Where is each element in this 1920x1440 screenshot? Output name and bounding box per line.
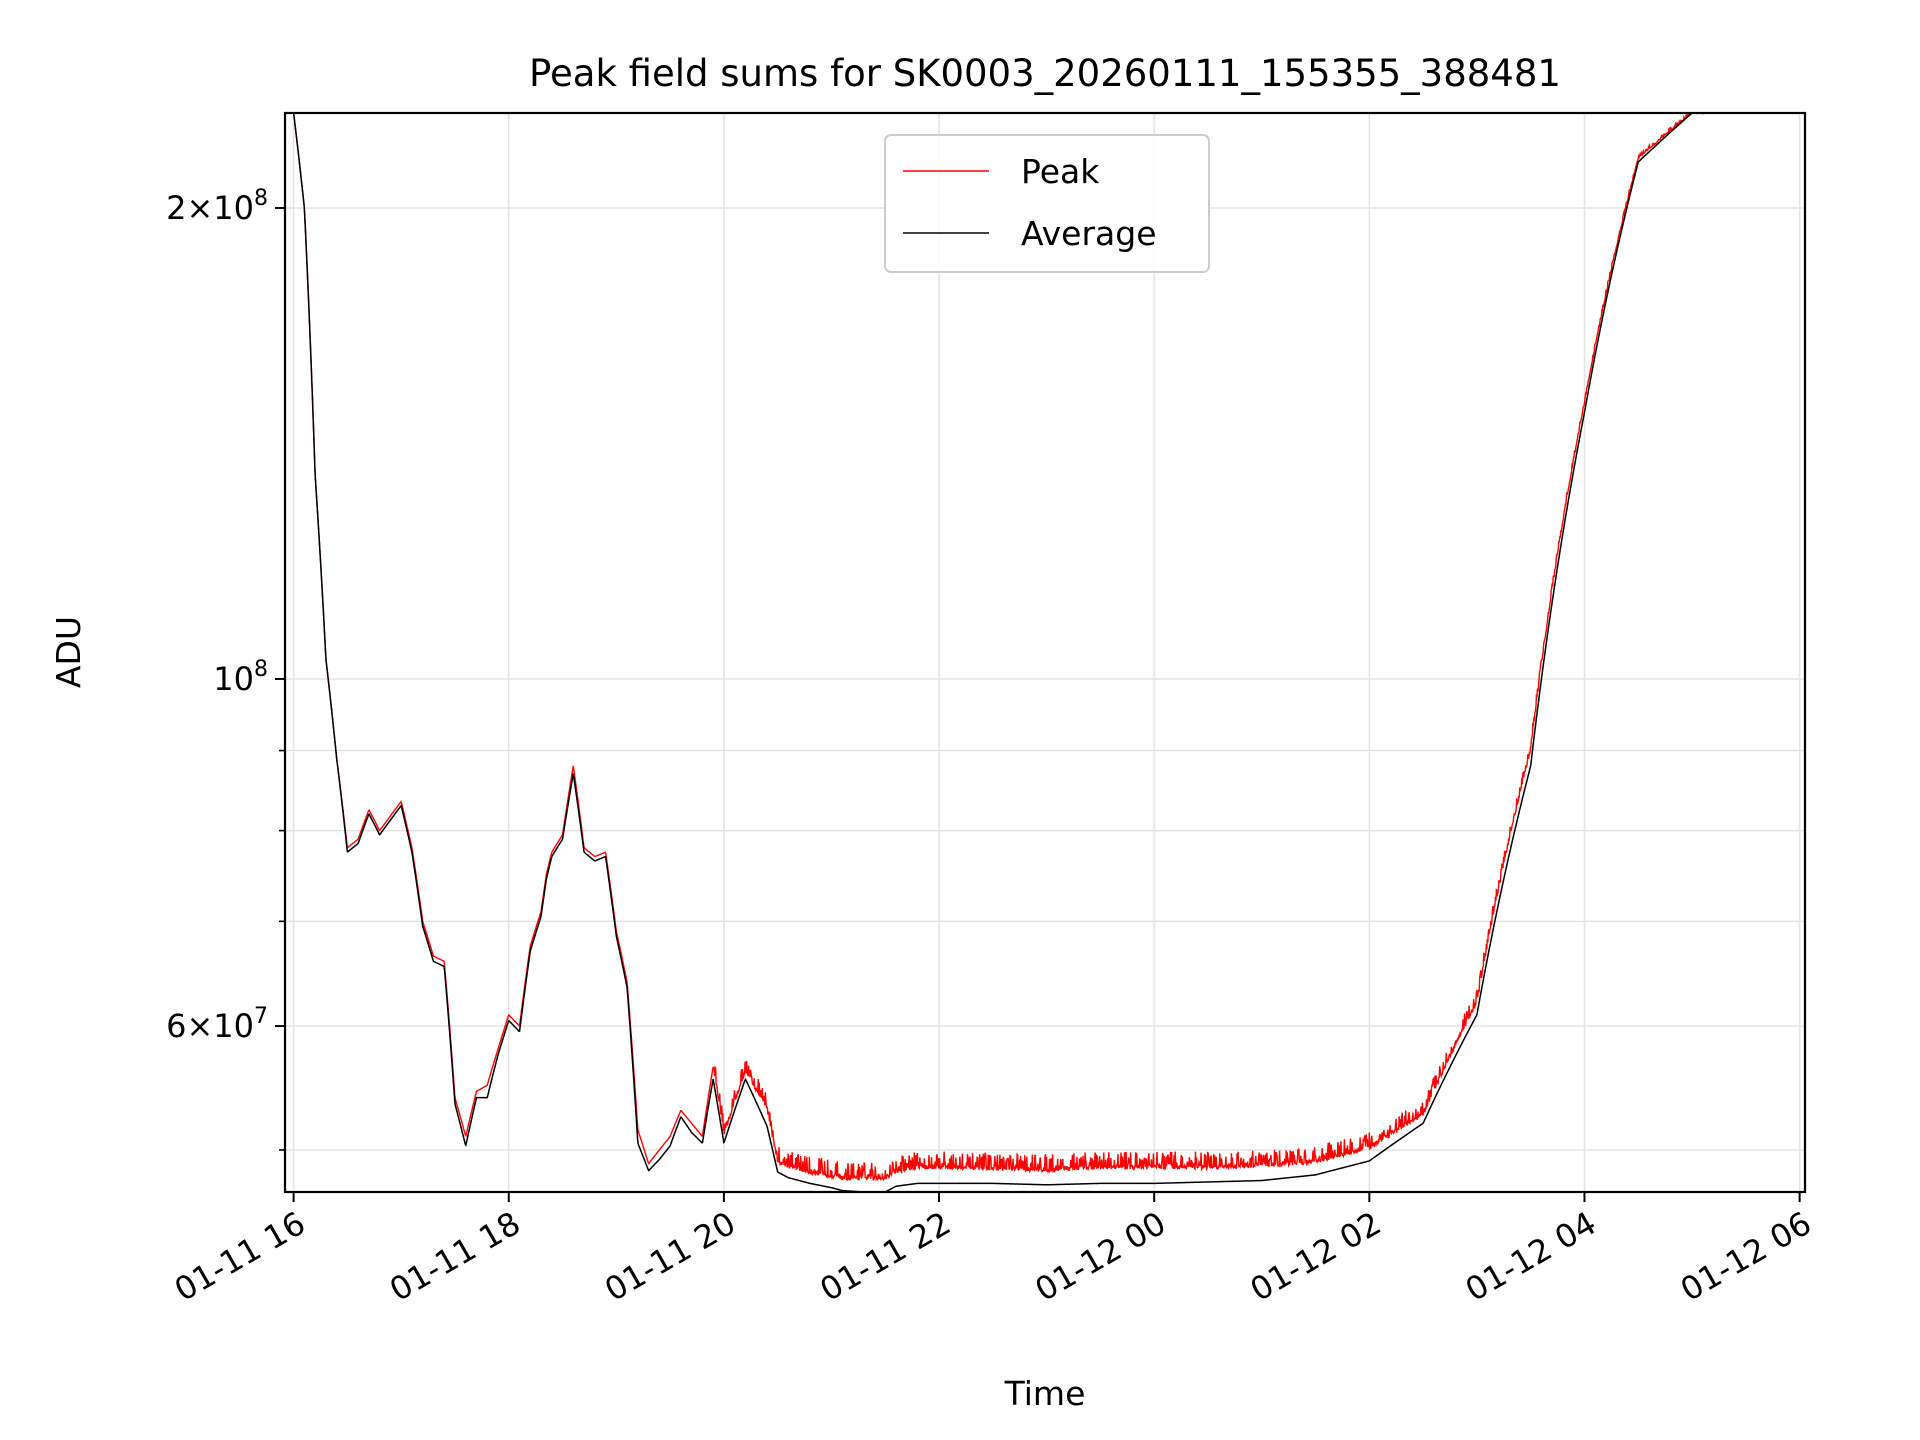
y-tick-exponent: 8 [254, 657, 268, 682]
y-tick-label: 6×107 [166, 1004, 268, 1045]
y-tick-exponent: 8 [254, 186, 268, 211]
y-tick-label: 108 [213, 657, 268, 698]
legend-box [884, 134, 1210, 273]
y-tick-base: 6×10 [166, 1007, 254, 1045]
y-tick-label: 2×108 [166, 186, 268, 227]
grid [285, 113, 1805, 1192]
legend-label-peak: Peak [1021, 152, 1100, 191]
plot-frame [283, 111, 1807, 1194]
y-tick-exponent: 7 [254, 1004, 268, 1029]
chart-title: Peak field sums for SK0003_20260111_1553… [529, 52, 1561, 95]
series-layer [285, 113, 1805, 1192]
y-tick-base: 10 [213, 660, 254, 698]
x-axis-label: Time [1004, 1374, 1086, 1413]
legend: Peak Average [884, 134, 1210, 273]
y-tick-base: 2×10 [166, 189, 254, 227]
legend-label-average: Average [1021, 214, 1157, 253]
series-line-peak [285, 113, 1805, 1182]
y-axis-label: ADU [49, 616, 88, 688]
series-line-average [285, 113, 1805, 1192]
